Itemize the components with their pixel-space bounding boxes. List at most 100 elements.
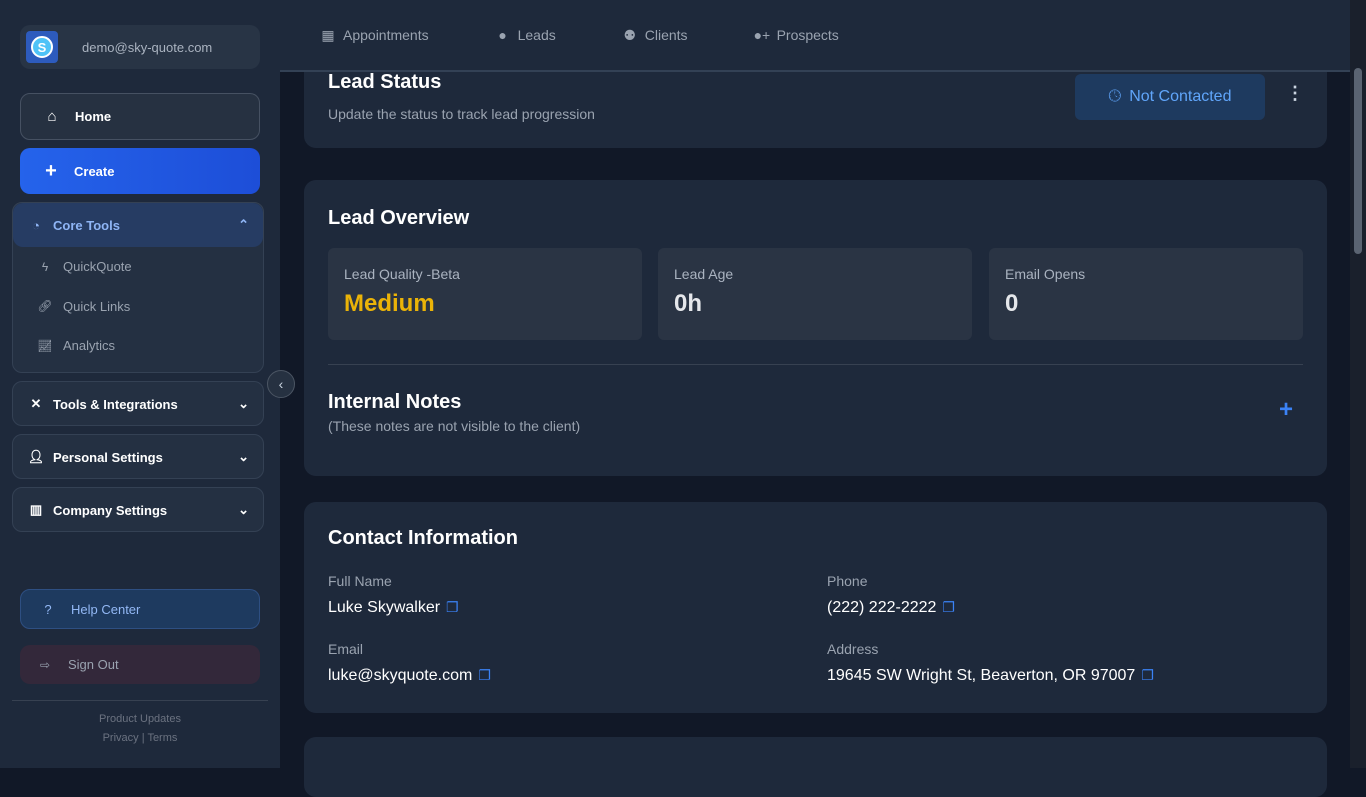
sidebar: S demo@sky-quote.com ⌂ Home + Create ◔ Core… [0, 0, 280, 768]
item-label: QuickQuote [63, 259, 132, 275]
stat-label: Lead Quality -Beta [344, 266, 460, 282]
account-switcher[interactable]: S demo@sky-quote.com [20, 25, 260, 69]
signout-label: Sign Out [68, 657, 119, 672]
copy-icon[interactable]: ❐ [1141, 667, 1154, 683]
building-icon: ▥ [29, 502, 43, 517]
stat-label: Lead Age [674, 266, 734, 282]
stat-value: 0 [1005, 290, 1019, 317]
users-icon: ⚉ [623, 26, 637, 43]
scrollbar[interactable] [1350, 0, 1366, 768]
top-nav: ▦ Appointments ● Leads ⚉ Clients ●+ Prospect… [280, 0, 1350, 72]
core-tools-label: Core Tools [53, 217, 120, 233]
link-icon: 🔗︎ [37, 299, 53, 314]
help-center-button[interactable]: ? Help Center [20, 589, 260, 629]
tab-label: Leads [517, 27, 556, 43]
chevron-down-icon: ⌄ [238, 396, 249, 411]
copy-icon[interactable]: ❐ [446, 599, 459, 615]
tab-label: Appointments [343, 27, 429, 43]
calendar-icon: ▦ [321, 26, 335, 43]
scrollbar-thumb[interactable] [1354, 68, 1362, 254]
email-value: luke@skyquote.com [328, 667, 473, 684]
stat-lead-quality: Lead Quality -Beta Medium [328, 248, 642, 340]
contact-info-card: Contact Information Full Name Luke Skywa… [304, 502, 1327, 713]
user-gear-icon: 👤︎ [27, 449, 45, 464]
sidebar-footer: Product Updates Privacy | Terms [12, 700, 268, 748]
stat-lead-age: Lead Age 0h [658, 248, 972, 340]
tab-clients[interactable]: ⚉ Clients [622, 26, 688, 44]
sidebar-item-quick-links[interactable]: 🔗︎ Quick Links [13, 287, 263, 327]
item-label: Quick Links [63, 298, 131, 314]
add-note-button[interactable]: + [1279, 396, 1294, 423]
copy-icon[interactable]: ❐ [942, 599, 955, 615]
email-label: Email [328, 641, 364, 657]
user-icon: ● [498, 27, 507, 43]
home-button[interactable]: ⌂ Home [20, 93, 260, 140]
sidebar-item-analytics[interactable]: 📈︎ Analytics [13, 326, 263, 366]
user-plus-icon: ●+ [753, 27, 771, 43]
item-label: Analytics [63, 338, 116, 354]
address-value: 19645 SW Wright St, Beaverton, OR 97007 [827, 667, 1136, 684]
phone-label: Phone [827, 573, 868, 589]
status-value: Not Contacted [1129, 88, 1232, 105]
tab-leads[interactable]: ● Leads [495, 27, 556, 43]
tab-label: Clients [644, 27, 688, 43]
account-email: demo@sky-quote.com [82, 39, 213, 55]
company-logo: S [26, 31, 58, 63]
privacy-link[interactable]: Privacy [102, 732, 139, 744]
stat-value: Medium [344, 290, 435, 317]
tools-icon: ✕ [30, 396, 42, 411]
stat-email-opens: Email Opens 0 [989, 248, 1303, 340]
help-label: Help Center [71, 601, 141, 617]
next-card [304, 737, 1327, 797]
lead-status-title: Lead Status [328, 71, 442, 93]
chevron-down-icon: ⌄ [238, 502, 249, 517]
more-options-icon[interactable]: ⋮ [1286, 83, 1304, 103]
home-icon: ⌂ [47, 108, 57, 125]
core-tools-toggle[interactable]: ◔ Core Tools ⌃ [13, 203, 263, 247]
stat-label: Email Opens [1005, 266, 1086, 282]
gauge-icon: ◔ [32, 217, 40, 233]
chevron-down-icon: ⌄ [238, 449, 249, 464]
separator: | [141, 732, 145, 744]
copy-icon[interactable]: ❐ [478, 667, 491, 683]
group-label: Personal Settings [53, 449, 163, 465]
address-label: Address [827, 641, 879, 657]
contact-title: Contact Information [328, 527, 518, 549]
phone-value: (222) 222-2222 [827, 599, 937, 616]
internal-notes-title: Internal Notes [328, 391, 462, 413]
plus-icon: + [45, 159, 57, 182]
sidebar-item-quickquote[interactable]: ϟ QuickQuote [13, 247, 263, 287]
tab-appointments[interactable]: ▦ Appointments [320, 26, 429, 44]
chevron-up-icon: ⌃ [238, 217, 249, 232]
bolt-icon: ϟ [41, 259, 49, 274]
divider [328, 364, 1303, 365]
core-tools-group: ◔ Core Tools ⌃ ϟ QuickQuote 🔗︎ Quick Links 📈… [12, 202, 264, 373]
terms-link[interactable]: Terms [147, 732, 178, 744]
clock-icon: 🕓︎ [1108, 88, 1122, 105]
question-circle-icon: ? [44, 601, 52, 617]
stat-value: 0h [674, 290, 703, 317]
chevron-left-icon: ‹ [278, 376, 284, 392]
personal-settings-group[interactable]: 👤︎ Personal Settings ⌄ [12, 434, 264, 479]
chart-line-icon: 📈︎ [37, 338, 53, 353]
company-settings-group[interactable]: ▥ Company Settings ⌄ [12, 487, 264, 532]
status-dropdown[interactable]: 🕓︎ Not Contacted [1075, 74, 1265, 120]
internal-notes-subtitle: (These notes are not visible to the clie… [328, 418, 581, 434]
tab-label: Prospects [776, 27, 839, 43]
lead-overview-card: Lead Overview Lead Quality -Beta Medium L… [304, 180, 1327, 476]
sign-out-button[interactable]: ⇨ Sign Out [20, 645, 260, 684]
tools-integrations-group[interactable]: ✕ Tools & Integrations ⌄ [12, 381, 264, 426]
overview-title: Lead Overview [328, 207, 470, 229]
full-name-label: Full Name [328, 573, 392, 589]
lead-status-subtitle: Update the status to track lead progress… [328, 106, 595, 122]
collapse-sidebar-button[interactable]: ‹ [267, 370, 295, 398]
create-button[interactable]: + Create [20, 148, 260, 194]
group-label: Tools & Integrations [53, 396, 178, 412]
tab-prospects[interactable]: ●+ Prospects [754, 27, 839, 43]
home-label: Home [75, 109, 112, 124]
full-name-value: Luke Skywalker [328, 599, 441, 616]
group-label: Company Settings [53, 502, 168, 518]
create-label: Create [74, 163, 115, 179]
sign-out-icon: ⇨ [39, 657, 51, 672]
product-updates-link[interactable]: Product Updates [99, 713, 181, 725]
